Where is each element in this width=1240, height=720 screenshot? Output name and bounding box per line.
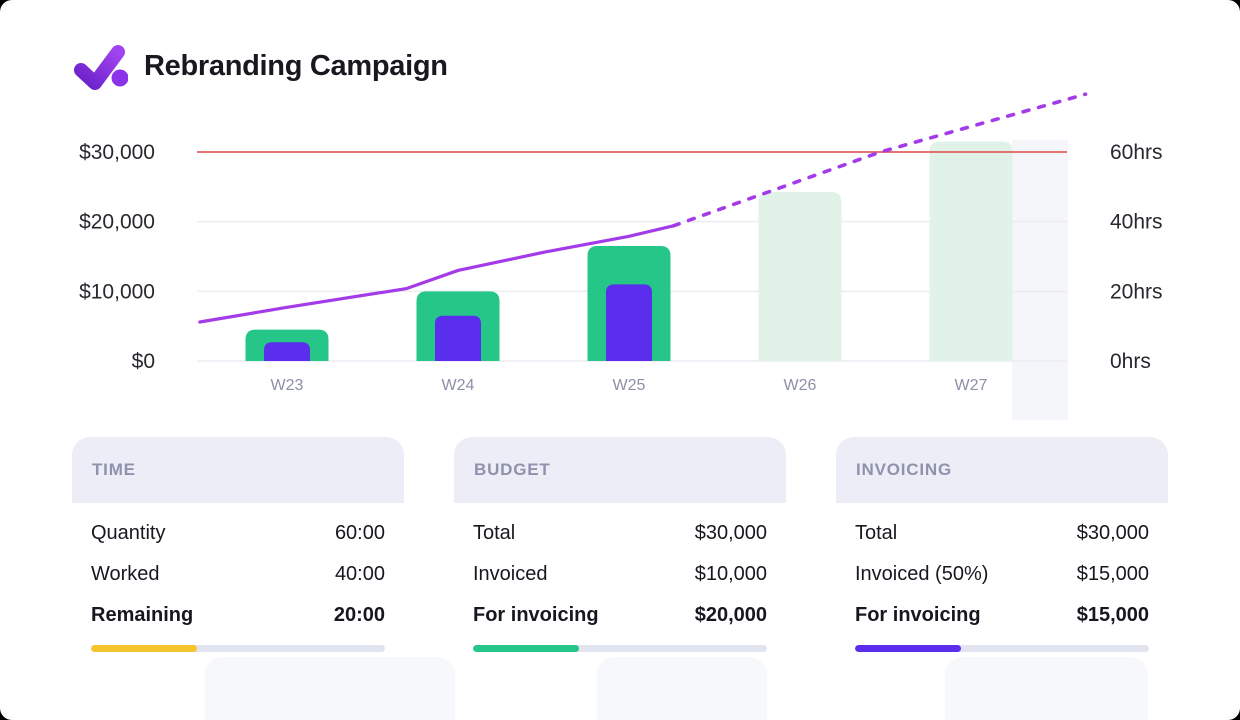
row-label: Worked bbox=[91, 563, 160, 585]
time-card-header: TIME bbox=[72, 437, 404, 503]
table-row: Invoiced $10,000 bbox=[473, 554, 767, 595]
invoicing-card-body: Total $30,000 Invoiced (50%) $15,000 For… bbox=[836, 503, 1168, 652]
spend-line-forecast bbox=[671, 92, 1088, 228]
invoicing-card-header: INVOICING bbox=[836, 437, 1168, 503]
row-value: $20,000 bbox=[694, 604, 767, 626]
x-axis-label: W24 bbox=[442, 377, 475, 394]
left-axis-tick: $10,000 bbox=[79, 280, 155, 303]
row-value: $15,000 bbox=[1076, 604, 1149, 626]
summary-cards: TIME Quantity 60:00 Worked 40:00 Remaini… bbox=[72, 437, 1168, 652]
budget-card-body: Total $30,000 Invoiced $10,000 For invoi… bbox=[454, 503, 786, 652]
budget-progress-track bbox=[473, 645, 767, 652]
ghost-panel-bottom-1 bbox=[205, 657, 455, 720]
bar-worked-W25 bbox=[606, 284, 652, 361]
bar-total-W26 bbox=[758, 192, 842, 361]
right-axis-tick: 0hrs bbox=[1110, 350, 1151, 373]
x-axis-label: W25 bbox=[613, 377, 646, 394]
time-progress-track bbox=[91, 645, 385, 652]
row-value: $30,000 bbox=[694, 522, 767, 544]
ghost-panel-right bbox=[1012, 140, 1068, 420]
row-value: 20:00 bbox=[333, 604, 385, 626]
row-value: 40:00 bbox=[334, 563, 385, 585]
table-row: Total $30,000 bbox=[855, 513, 1149, 554]
row-label: Invoiced bbox=[473, 563, 548, 585]
chart-canvas: $30,000 $20,000 $10,000 $0 60hrs 40hrs 20hrs 0h… bbox=[79, 92, 1163, 394]
table-row-total: For invoicing $15,000 bbox=[855, 595, 1149, 636]
invoicing-card-title: INVOICING bbox=[856, 460, 952, 479]
row-value: $15,000 bbox=[1076, 563, 1149, 585]
row-value: 60:00 bbox=[334, 522, 385, 544]
left-axis-tick: $30,000 bbox=[79, 141, 155, 164]
left-axis-tick: $20,000 bbox=[79, 211, 155, 234]
row-value: $10,000 bbox=[694, 563, 767, 585]
table-row: Quantity 60:00 bbox=[91, 513, 385, 554]
row-value: $30,000 bbox=[1076, 522, 1149, 544]
spend-line-actual bbox=[198, 224, 676, 324]
budget-card: BUDGET Total $30,000 Invoiced $10,000 Fo… bbox=[454, 437, 786, 652]
invoicing-card: INVOICING Total $30,000 Invoiced (50%) $… bbox=[836, 437, 1168, 652]
right-axis-tick: 60hrs bbox=[1110, 141, 1163, 164]
time-card-body: Quantity 60:00 Worked 40:00 Remaining 20… bbox=[72, 503, 404, 652]
logo-dot bbox=[111, 69, 128, 87]
table-row-total: Remaining 20:00 bbox=[91, 595, 385, 636]
table-row-total: For invoicing $20,000 bbox=[473, 595, 767, 636]
time-card-title: TIME bbox=[92, 460, 136, 479]
invoicing-progress-fill bbox=[855, 645, 961, 652]
page-title: Rebranding Campaign bbox=[144, 49, 448, 82]
budget-card-title: BUDGET bbox=[474, 460, 551, 479]
table-row: Invoiced (50%) $15,000 bbox=[855, 554, 1149, 595]
left-axis-tick: $0 bbox=[132, 350, 155, 373]
time-progress-fill bbox=[91, 645, 197, 652]
ghost-panel-bottom-3 bbox=[945, 657, 1148, 720]
x-axis-label: W27 bbox=[955, 377, 988, 394]
table-row: Total $30,000 bbox=[473, 513, 767, 554]
budget-card-header: BUDGET bbox=[454, 437, 786, 503]
x-axis-label: W26 bbox=[784, 377, 817, 394]
invoicing-progress-track bbox=[855, 645, 1149, 652]
time-card: TIME Quantity 60:00 Worked 40:00 Remaini… bbox=[72, 437, 404, 652]
right-axis-tick: 40hrs bbox=[1110, 211, 1163, 234]
budget-progress-fill bbox=[473, 645, 579, 652]
row-label: Quantity bbox=[91, 522, 166, 544]
ghost-panel-bottom-2 bbox=[597, 657, 767, 720]
check-stroke bbox=[74, 45, 125, 90]
bar-worked-W24 bbox=[435, 315, 481, 361]
bar-total-W27 bbox=[929, 141, 1013, 361]
right-axis-tick: 20hrs bbox=[1110, 280, 1163, 303]
x-axis-label: W23 bbox=[271, 377, 304, 394]
row-label: Total bbox=[855, 522, 898, 544]
brand-check-logo-icon bbox=[74, 45, 128, 90]
row-label: Invoiced (50%) bbox=[855, 563, 989, 585]
row-label: For invoicing bbox=[855, 604, 981, 626]
table-row: Worked 40:00 bbox=[91, 554, 385, 595]
header: Rebranding Campaign bbox=[74, 42, 448, 90]
row-label: For invoicing bbox=[473, 604, 599, 626]
bar-worked-W23 bbox=[264, 342, 310, 361]
hours-budget-chart: $30,000 $20,000 $10,000 $0 60hrs 40hrs 20hrs 0h… bbox=[60, 90, 1180, 432]
row-label: Total bbox=[473, 522, 516, 544]
row-label: Remaining bbox=[91, 604, 194, 626]
